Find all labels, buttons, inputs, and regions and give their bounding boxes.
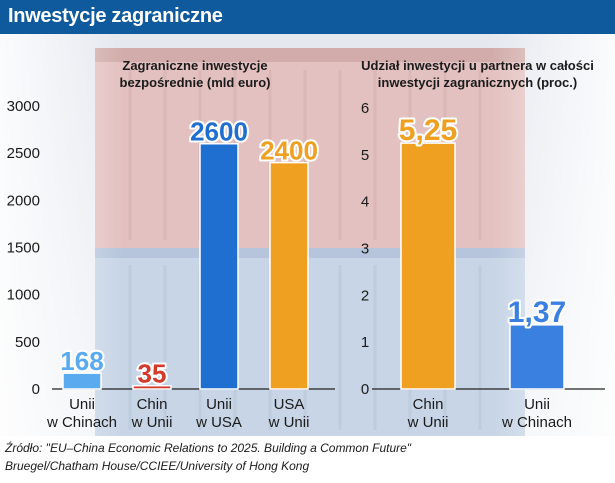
category-label: w Unii <box>407 414 449 431</box>
y-tick-label: 1000 <box>7 287 40 304</box>
y-tick-label: 500 <box>15 334 40 351</box>
y-tick-label: 0 <box>32 381 40 398</box>
bar <box>269 161 309 390</box>
chart2-title-line: Udział inwestycji u partnera w całości <box>361 58 594 73</box>
category-label: w Unii <box>131 414 173 431</box>
data-label: 2400 <box>260 136 318 166</box>
data-label: 35 <box>138 359 167 389</box>
category-label: w Chinach <box>501 414 572 431</box>
category-label: Chin <box>413 396 444 413</box>
footer: Źródło: "EU–China Economic Relations to … <box>0 436 615 483</box>
data-label: 2600 <box>190 117 248 147</box>
bar <box>132 384 172 390</box>
y-tick-label: 3000 <box>7 98 40 115</box>
y-tick-label: 2000 <box>7 192 40 209</box>
category-label: Unii <box>206 396 232 413</box>
category-label: w USA <box>195 414 242 431</box>
chart1-title-line: bezpośrednie (mld euro) <box>119 75 271 90</box>
data-label: 1,37 <box>508 296 566 329</box>
y-tick-label: 1500 <box>7 240 40 257</box>
y-tick-label: 6 <box>361 100 369 117</box>
data-label: 168 <box>60 346 103 376</box>
category-label: w Chinach <box>46 414 117 431</box>
bar <box>400 142 456 390</box>
y-tick-label: 4 <box>361 194 369 211</box>
source-line-1: Źródło: "EU–China Economic Relations to … <box>5 441 412 455</box>
category-label: Chin <box>137 396 168 413</box>
chart1-title-line: Zagraniczne inwestycje <box>122 58 268 73</box>
y-tick-label: 3 <box>361 241 369 258</box>
bar <box>62 372 102 390</box>
y-tick-label: 2 <box>361 287 369 304</box>
y-tick-label: 1 <box>361 334 369 351</box>
category-label: Unii <box>524 396 550 413</box>
chart2-title: Udział inwestycji u partnera w całości i… <box>340 57 615 91</box>
bar <box>199 142 239 390</box>
bar <box>509 324 565 390</box>
category-label: USA <box>274 396 305 413</box>
source-line-2: Bruegel/Chatham House/CCIEE/University o… <box>5 459 310 473</box>
y-tick-label: 0 <box>361 381 369 398</box>
data-label: 5,25 <box>399 114 457 147</box>
category-label: w Unii <box>268 414 310 431</box>
y-tick-label: 2500 <box>7 145 40 162</box>
category-label: Unii <box>69 396 95 413</box>
header-bar: Inwestycje zagraniczne <box>0 0 615 34</box>
page-title: Inwestycje zagraniczne <box>8 5 223 27</box>
chart2-title-line: inwestycji zagranicznych (proc.) <box>377 75 578 90</box>
chart1-title: Zagraniczne inwestycje bezpośrednie (mld… <box>70 57 320 91</box>
y-tick-label: 5 <box>361 147 369 164</box>
